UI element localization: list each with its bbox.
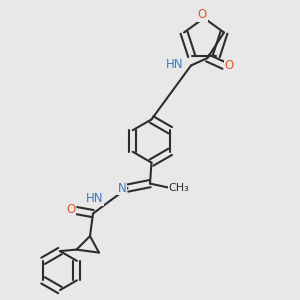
Text: HN: HN xyxy=(166,58,184,70)
Text: HN: HN xyxy=(86,192,104,205)
Text: O: O xyxy=(198,8,207,22)
Text: O: O xyxy=(225,59,234,72)
Text: N: N xyxy=(118,182,127,195)
Text: O: O xyxy=(67,202,76,216)
Text: CH₃: CH₃ xyxy=(168,183,189,193)
